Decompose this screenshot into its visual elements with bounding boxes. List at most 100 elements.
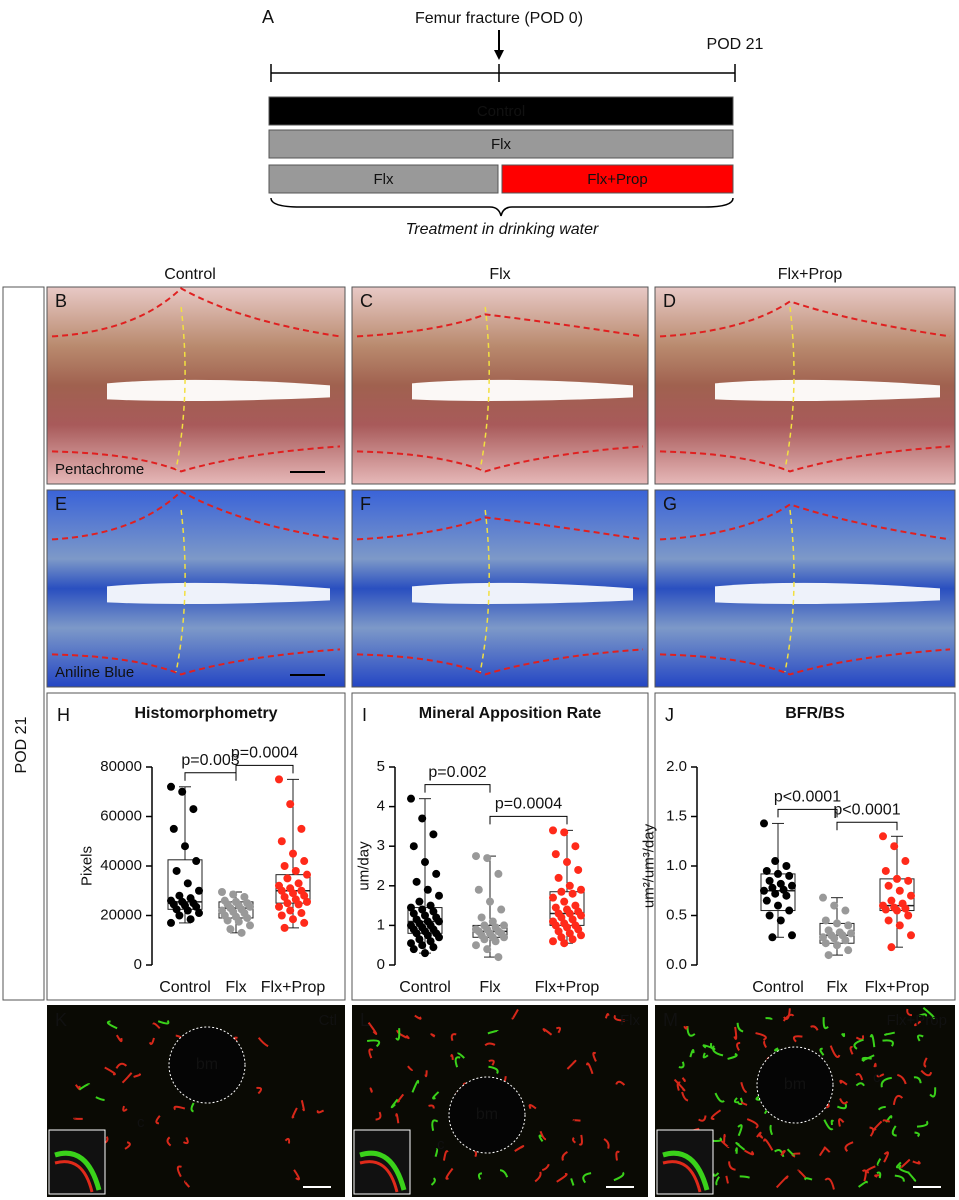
data-point	[423, 885, 432, 894]
data-point	[833, 941, 841, 950]
data-point	[407, 794, 415, 803]
data-point	[421, 949, 429, 958]
data-point	[571, 901, 580, 910]
data-point	[830, 901, 839, 910]
data-point	[172, 905, 181, 914]
data-point	[887, 896, 896, 905]
fiber	[367, 1022, 378, 1035]
inset-fiber	[359, 1160, 399, 1193]
fiber	[876, 1158, 882, 1166]
fiber	[918, 1013, 928, 1017]
fiber	[484, 1042, 496, 1047]
data-point	[760, 819, 768, 828]
data-point	[474, 885, 483, 894]
fiber	[395, 1028, 401, 1041]
inset-fiber	[54, 1150, 102, 1191]
callus-outline	[356, 516, 644, 541]
data-point	[237, 928, 246, 937]
data-point	[483, 854, 492, 863]
fiber	[256, 1086, 263, 1095]
row-label: POD 21	[13, 716, 30, 773]
treatment-bar	[268, 96, 734, 126]
fiber	[678, 1061, 685, 1069]
fiber	[582, 1172, 592, 1184]
fiber	[912, 1160, 921, 1165]
p-value: p=0.002	[428, 764, 486, 781]
fiber	[869, 1126, 875, 1137]
data-point	[172, 866, 181, 875]
fiber	[746, 1118, 759, 1129]
panel-label: J	[665, 705, 674, 725]
fiber	[853, 1038, 864, 1050]
data-point	[183, 879, 192, 888]
fiber	[541, 1163, 550, 1172]
data-point	[884, 916, 893, 925]
fiber	[556, 1172, 568, 1183]
y-tick-label: 60000	[100, 807, 142, 824]
inset-fiber	[662, 1160, 702, 1193]
data-point	[418, 941, 427, 950]
fiber	[858, 1180, 868, 1188]
data-point	[577, 931, 585, 940]
y-tick-label: 5	[377, 758, 385, 775]
fiber	[792, 1035, 803, 1043]
fiber	[836, 1103, 847, 1110]
data-point	[429, 907, 438, 916]
fiber	[578, 1134, 583, 1146]
y-axis-label: um/day	[355, 841, 372, 891]
fiber	[891, 1125, 897, 1137]
data-point	[568, 935, 577, 944]
p-value: p=0.003	[181, 752, 239, 769]
panel-label: I	[362, 705, 367, 725]
y-tick-label: 3	[377, 837, 385, 854]
fiber	[681, 1077, 686, 1083]
data-point	[844, 921, 853, 930]
fiber	[534, 1171, 542, 1183]
inset-fiber	[662, 1150, 710, 1191]
y-tick-label: 80000	[100, 758, 142, 775]
y-tick-label: 4	[377, 798, 385, 815]
fracture-line	[479, 509, 490, 673]
p-value: p<0.0001	[774, 789, 841, 806]
fiber	[755, 1032, 767, 1041]
bone-marrow-canal	[412, 379, 633, 402]
fiber	[499, 1169, 509, 1178]
fiber	[450, 1054, 454, 1061]
callus-outline	[659, 503, 951, 541]
treatment-label: Control	[477, 103, 525, 120]
data-point	[549, 893, 557, 902]
chart-frame	[351, 692, 649, 1001]
data-point	[907, 931, 915, 940]
fiber	[759, 1134, 764, 1139]
data-point	[303, 897, 311, 906]
fiber	[428, 1104, 435, 1109]
data-point	[821, 939, 830, 948]
data-point	[565, 881, 574, 890]
fiber	[152, 1022, 161, 1029]
y-tick-label: 2.0	[666, 758, 687, 775]
data-point	[175, 891, 184, 900]
x-tick-label: Flx+Prop	[535, 979, 600, 996]
y-tick-label: 40000	[100, 857, 142, 874]
fiber	[115, 1034, 123, 1043]
fiber	[488, 1059, 495, 1066]
p-value: p=0.0004	[495, 796, 562, 813]
data-point	[907, 891, 915, 900]
fiber	[710, 1109, 722, 1121]
y-tick-label: 1.5	[666, 807, 687, 824]
data-point	[768, 933, 777, 942]
fiber	[780, 1150, 786, 1157]
fiber	[430, 1177, 436, 1186]
data-point	[881, 905, 890, 914]
data-point	[189, 805, 198, 814]
fiber	[882, 1039, 894, 1047]
fiber	[445, 1167, 454, 1180]
fiber	[613, 1014, 625, 1022]
panel-label: A	[262, 7, 274, 27]
panel-label: L	[360, 1010, 370, 1030]
fiber	[395, 1113, 400, 1124]
callus-outline	[51, 648, 341, 676]
data-point	[494, 869, 503, 878]
callus-outline	[51, 490, 341, 541]
fiber	[104, 1066, 116, 1076]
